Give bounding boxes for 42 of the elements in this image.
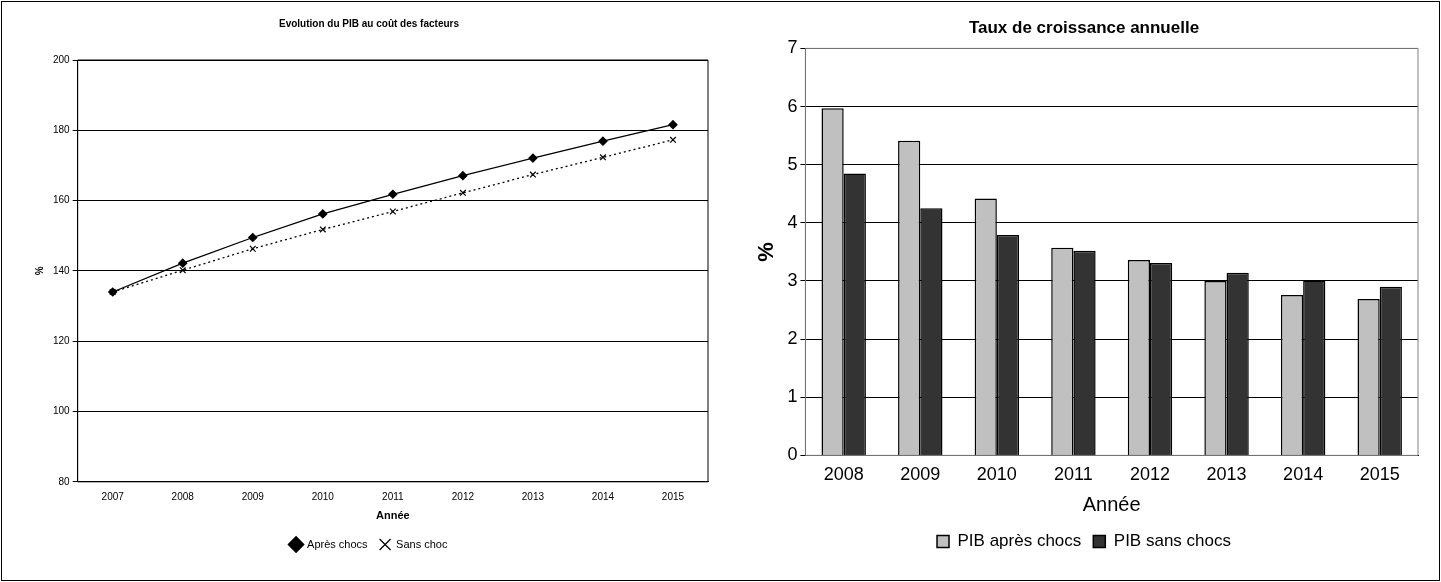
x-tick-label: 2013: [1206, 464, 1247, 485]
y-tick-label: 180: [53, 124, 71, 136]
x-tick-label: 2015: [661, 490, 685, 502]
y-tick-label: 80: [58, 475, 71, 487]
y-tick-label: 140: [53, 264, 71, 276]
y-tick-label: 7: [787, 37, 798, 58]
y-axis-title: %: [33, 266, 45, 276]
x-tick-label: 2011: [382, 490, 405, 502]
y-tick-label: 4: [787, 211, 798, 232]
x-tick-label: 2008: [823, 464, 864, 485]
legend-label: Après chocs: [307, 537, 369, 550]
x-tick-label: 2009: [241, 490, 265, 502]
y-tick-label: 0: [787, 444, 798, 465]
legend-label: PIB sans chocs: [1113, 531, 1231, 551]
chart-title: Evolution du PIB au coût des facteurs: [278, 17, 460, 29]
chart-title: Taux de croissance annuelle: [968, 17, 1200, 37]
y-tick-label: 100: [53, 405, 71, 417]
x-tick-label: 2010: [976, 464, 1017, 485]
y-tick-label: 3: [787, 269, 798, 290]
x-tick-label: 2008: [171, 490, 195, 502]
y-tick-label: 160: [53, 194, 71, 206]
x-tick-label: 2014: [591, 490, 615, 502]
y-axis-title: %: [753, 242, 779, 262]
legend-label: PIB après chocs: [957, 531, 1082, 551]
y-tick-label: 2: [787, 328, 798, 349]
y-tick-label: 120: [53, 334, 71, 346]
x-tick-label: 2015: [1359, 464, 1400, 485]
x-tick-label: 2012: [1129, 464, 1171, 485]
legend-label: Sans choc: [396, 537, 448, 550]
y-tick-label: 5: [787, 153, 798, 174]
x-tick-label: 2011: [1054, 464, 1093, 485]
x-tick-label: 2009: [900, 464, 941, 485]
x-axis-title: Année: [376, 509, 410, 522]
x-tick-label: 2012: [451, 490, 475, 502]
x-tick-label: 2010: [311, 490, 335, 502]
x-axis-title: Année: [1082, 492, 1141, 515]
x-tick-label: 2014: [1283, 464, 1324, 485]
y-tick-label: 1: [787, 386, 798, 407]
x-tick-label: 2007: [101, 490, 125, 502]
y-tick-label: 200: [53, 53, 71, 65]
x-tick-label: 2013: [521, 490, 545, 502]
y-tick-label: 6: [787, 95, 798, 116]
